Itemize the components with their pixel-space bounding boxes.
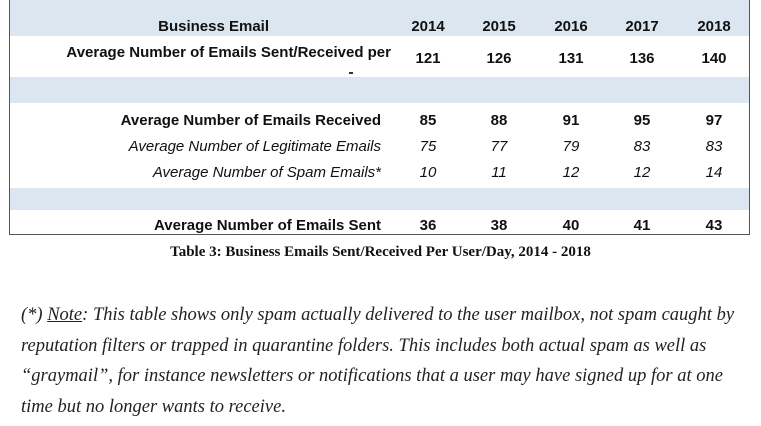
row-value: 95: [633, 112, 651, 129]
row-value: 85: [419, 112, 437, 129]
row-value: 14: [705, 164, 723, 181]
row-value: 83: [705, 138, 723, 155]
header-year-2016: 2016: [554, 18, 588, 35]
row-value: 140: [701, 50, 727, 67]
row-value: 36: [419, 217, 437, 234]
footnote: (*) Note: This table shows only spam act…: [21, 300, 741, 422]
row-value: 83: [633, 138, 651, 155]
header-year-2018: 2018: [697, 18, 731, 35]
table-header-row: Business Email 2014 2015 2016 2017 2018: [10, 0, 749, 36]
row-value: 10: [419, 164, 437, 181]
row-value: 43: [705, 217, 723, 234]
row-value: 121: [415, 50, 441, 67]
row-label: Average Number of Emails Received: [120, 112, 381, 129]
row-value: 88: [490, 112, 508, 129]
header-label: Business Email: [158, 18, 269, 35]
row-value: 79: [562, 138, 580, 155]
row-value: 41: [633, 217, 651, 234]
email-stats-table: Business Email 2014 2015 2016 2017 2018 …: [9, 0, 750, 235]
row-value: 40: [562, 217, 580, 234]
table-row: Average Number of Emails Received 85 88 …: [10, 110, 749, 134]
table-row: Average Number of Emails Sent/Received p…: [10, 36, 749, 77]
row-value: 38: [490, 217, 508, 234]
footnote-prefix: (*): [21, 305, 48, 325]
table-spacer-row: [10, 188, 749, 210]
row-value: 97: [705, 112, 723, 129]
truncation-mark: [349, 72, 353, 74]
row-label: Average Number of Emails Sent/Received p…: [66, 44, 391, 61]
header-year-2015: 2015: [482, 18, 516, 35]
footnote-text: : This table shows only spam actually de…: [21, 305, 735, 417]
row-value: 126: [486, 50, 512, 67]
table-spacer-row: [10, 77, 749, 103]
row-value: 75: [419, 138, 437, 155]
row-value: 131: [558, 50, 584, 67]
row-value: 12: [562, 164, 580, 181]
table-row: Average Number of Legitimate Emails 75 7…: [10, 136, 749, 160]
row-value: 77: [490, 138, 508, 155]
table-caption: Table 3: Business Emails Sent/Received P…: [170, 244, 591, 260]
table-row: Average Number of Spam Emails* 10 11 12 …: [10, 162, 749, 186]
footnote-keyword: Note: [47, 305, 83, 325]
header-year-2017: 2017: [625, 18, 659, 35]
row-value: 91: [562, 112, 580, 129]
row-label: Average Number of Spam Emails*: [152, 164, 381, 181]
table-row: Average Number of Emails Sent 36 38 40 4…: [10, 214, 749, 235]
row-label: Average Number of Emails Sent: [153, 217, 381, 234]
row-label: Average Number of Legitimate Emails: [128, 138, 381, 155]
row-value: 12: [633, 164, 651, 181]
header-year-2014: 2014: [411, 18, 445, 35]
row-value: 11: [491, 164, 507, 181]
row-value: 136: [629, 50, 655, 67]
